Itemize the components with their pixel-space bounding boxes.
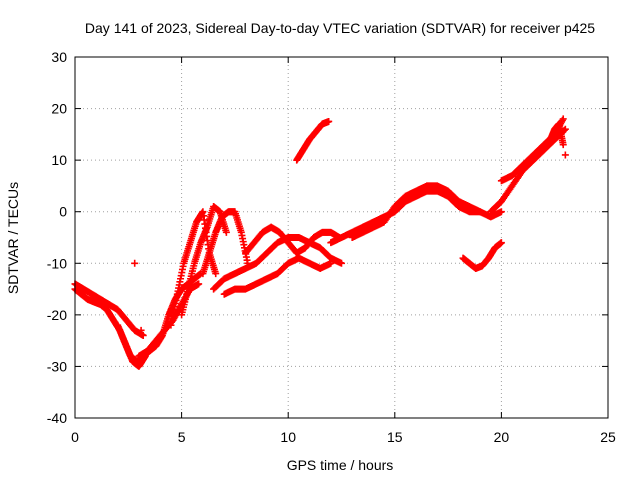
plot-frame xyxy=(74,56,609,419)
x-tick-label: 5 xyxy=(178,429,186,445)
y-tick-label: 0 xyxy=(59,204,67,220)
series-arc7 xyxy=(199,208,252,278)
x-tick-labels: 0 5 10 15 20 25 xyxy=(71,429,616,445)
data-point xyxy=(561,151,569,159)
data-point xyxy=(325,117,333,125)
y-tick-label: -40 xyxy=(47,410,67,426)
grid-lines xyxy=(75,57,608,418)
x-tick-label: 0 xyxy=(71,429,79,445)
data-point xyxy=(497,239,505,247)
data-point xyxy=(195,280,203,288)
x-tick-label: 15 xyxy=(387,429,403,445)
data-series xyxy=(71,115,569,370)
data-point xyxy=(561,125,569,133)
y-tick-label: 20 xyxy=(51,101,67,117)
y-tick-label: 30 xyxy=(51,49,67,65)
series-arc2 xyxy=(71,280,147,339)
x-tick-label: 20 xyxy=(494,429,510,445)
x-tick-label: 25 xyxy=(600,429,616,445)
chart-title: Day 141 of 2023, Sidereal Day-to-day VTE… xyxy=(85,20,595,36)
series-arc13 xyxy=(293,117,333,164)
y-tick-labels: -40 -30 -20 -10 0 10 20 30 xyxy=(47,49,67,426)
y-axis-label: SDTVAR / TECUs xyxy=(5,182,21,294)
x-tick-label: 10 xyxy=(280,429,296,445)
series-arc6 xyxy=(178,203,230,319)
y-tick-label: 10 xyxy=(51,152,67,168)
data-point xyxy=(137,326,145,334)
data-point xyxy=(338,259,345,267)
y-tick-label: -20 xyxy=(47,307,67,323)
y-tick-label: -10 xyxy=(47,255,67,271)
axis-ticks xyxy=(74,56,609,419)
series-arc14 xyxy=(459,239,505,272)
data-point xyxy=(139,331,147,339)
data-point xyxy=(131,259,139,267)
series-outliers xyxy=(131,151,569,334)
y-tick-label: -30 xyxy=(47,358,67,374)
series-arc17 xyxy=(546,120,567,149)
data-point xyxy=(327,259,335,267)
data-point xyxy=(212,270,220,278)
series-arc9 xyxy=(220,254,335,298)
data-point xyxy=(497,208,505,216)
data-point xyxy=(559,115,567,123)
x-axis-label: GPS time / hours xyxy=(287,457,394,473)
data-point xyxy=(559,141,567,149)
series-arc10 xyxy=(242,223,343,257)
data-point xyxy=(222,228,230,236)
series-arc12 xyxy=(348,182,505,241)
